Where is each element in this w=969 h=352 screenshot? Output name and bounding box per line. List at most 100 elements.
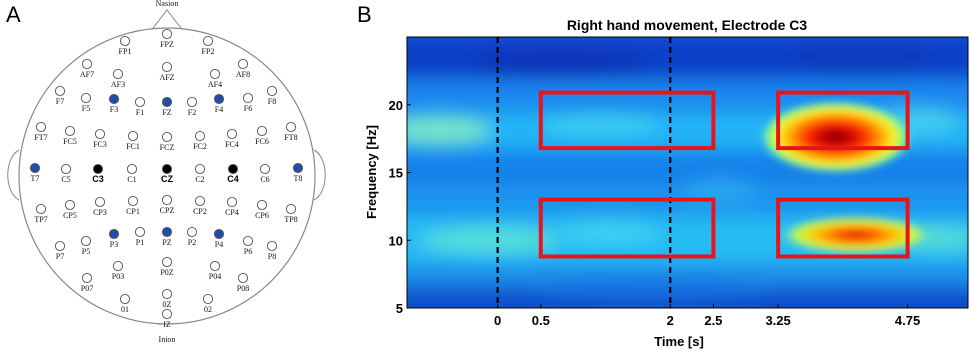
y-axis-title: Frequency [Hz] xyxy=(364,125,379,219)
electrode-af7-label: AF7 xyxy=(80,70,94,79)
electrode-f8-label: F8 xyxy=(268,97,276,106)
highlight-box-0 xyxy=(538,90,716,151)
electrode-p7-marker xyxy=(54,240,66,252)
electrode-p04-marker xyxy=(209,260,221,272)
electrode-fp2-label: FP2 xyxy=(202,47,215,56)
electrode-cp4-label: CP4 xyxy=(225,208,239,217)
electrode-f6-marker xyxy=(242,92,254,104)
electrode-p8-marker xyxy=(266,240,278,252)
electrode-af3-marker xyxy=(112,68,124,80)
electrode-t7-marker xyxy=(29,162,41,174)
electrode-p2-marker xyxy=(186,226,198,238)
electrode-t8-label: T8 xyxy=(294,174,303,183)
electrode-cz-label: CZ xyxy=(161,174,173,184)
electrode-iz-label: IZ xyxy=(163,320,171,329)
electrode-f4-marker xyxy=(213,93,225,105)
electrode-p07-marker xyxy=(81,272,93,284)
electrode-pz-label: PZ xyxy=(162,238,171,247)
electrode-c5-marker xyxy=(60,163,72,175)
electrode-fc4-marker xyxy=(226,128,238,140)
electrode-ft7-marker xyxy=(35,121,47,133)
electrode-c2-label: C2 xyxy=(195,175,204,184)
electrode-fc5-label: FC5 xyxy=(63,137,77,146)
electrode-head-map: Nasion Inion FP1FPZFP2AF7AF3AFZAF4AF8F7F… xyxy=(7,0,326,344)
electrode-f6-label: F6 xyxy=(244,104,252,113)
electrode-p6-marker xyxy=(242,235,254,247)
electrode-cpz-label: CPZ xyxy=(160,206,175,215)
electrode-tp7-label: TP7 xyxy=(34,215,47,224)
electrode-af4-marker xyxy=(209,68,221,80)
panel-a-letter: A xyxy=(6,2,21,27)
panel-b-letter: B xyxy=(357,2,372,27)
electrode-fc3-marker xyxy=(94,128,106,140)
electrode-p2-label: P2 xyxy=(188,238,196,247)
electrode-pz-marker xyxy=(161,226,173,238)
electrode-fc4-label: FC4 xyxy=(225,140,239,149)
electrode-fp1-marker xyxy=(119,35,131,47)
electrode-af4-label: AF4 xyxy=(208,80,222,89)
left-ear xyxy=(7,149,20,201)
electrode-p5-marker xyxy=(80,235,92,247)
electrode-p0z-label: P0Z xyxy=(160,268,173,277)
x-axis-title: Time [s] xyxy=(654,334,704,349)
electrode-t8-marker xyxy=(292,162,304,174)
electrode-cp3-label: CP3 xyxy=(93,208,107,217)
y-tick-label-0: 5 xyxy=(396,301,403,316)
electrode-c6-label: C6 xyxy=(260,175,269,184)
electrode-c5-label: C5 xyxy=(61,175,70,184)
electrode-af3-label: AF3 xyxy=(111,80,125,89)
electrode-afz-marker xyxy=(161,61,173,73)
chart-title: Right hand movement, Electrode C3 xyxy=(567,17,808,33)
electrode-01-label: 01 xyxy=(121,305,129,314)
electrode-ft7-label: FT7 xyxy=(34,133,47,142)
x-tick-label-5: 4.75 xyxy=(895,313,920,328)
electrode-iz-marker xyxy=(161,308,173,320)
electrode-cpz-marker xyxy=(161,194,173,206)
electrode-af7-marker xyxy=(81,58,93,70)
electrode-fc1-marker xyxy=(127,130,139,142)
electrode-f2-label: F2 xyxy=(188,108,196,117)
electrode-f5-marker xyxy=(80,92,92,104)
electrode-tp8-label: TP8 xyxy=(284,215,297,224)
electrode-fpz-label: FPZ xyxy=(160,40,174,49)
electrode-p4-marker xyxy=(213,228,225,240)
electrode-p8-label: P8 xyxy=(268,252,276,261)
electrode-fz-marker xyxy=(161,96,173,108)
electrode-f2-marker xyxy=(186,96,198,108)
y-tick-label-3: 20 xyxy=(389,98,403,113)
electrode-p08-marker xyxy=(237,272,249,284)
electrode-c1-marker xyxy=(126,163,138,175)
electrode-f1-label: F1 xyxy=(136,108,144,117)
electrode-p08-label: P08 xyxy=(237,284,249,293)
highlight-box-1 xyxy=(538,197,716,259)
electrode-cp5-label: CP5 xyxy=(63,211,77,220)
heatmap-area xyxy=(407,37,968,308)
electrode-c3-label: C3 xyxy=(92,174,104,184)
electrode-cp4-marker xyxy=(226,196,238,208)
y-tick-label-2: 15 xyxy=(389,166,403,181)
electrode-c1-label: C1 xyxy=(127,175,136,184)
highlight-boxes xyxy=(538,90,910,259)
electrode-cp1-marker xyxy=(127,195,139,207)
highlight-box-3 xyxy=(776,197,910,259)
electrode-p6-label: P6 xyxy=(244,247,252,256)
y-tick-label-1: 10 xyxy=(389,233,403,248)
electrode-f7-marker xyxy=(54,85,66,97)
electrode-c2-marker xyxy=(194,163,206,175)
electrode-f3-marker xyxy=(108,93,120,105)
electrode-c4-marker xyxy=(227,163,239,175)
electrode-f1-marker xyxy=(134,96,146,108)
electrode-cz-marker xyxy=(161,163,173,175)
electrode-p0z-marker xyxy=(161,256,173,268)
electrode-cp6-marker xyxy=(256,199,268,211)
electrode-fc3-label: FC3 xyxy=(93,140,107,149)
y-axis-ticks: 5 10 15 20 xyxy=(389,98,411,316)
electrode-cp3-marker xyxy=(94,196,106,208)
electrode-fpz-marker xyxy=(161,28,173,40)
electrode-fp2-marker xyxy=(202,35,214,47)
highlight-box-2 xyxy=(776,90,910,151)
electrode-cp2-label: CP2 xyxy=(193,207,207,216)
head-outline xyxy=(18,27,316,325)
x-tick-label-3: 2.5 xyxy=(704,313,722,328)
